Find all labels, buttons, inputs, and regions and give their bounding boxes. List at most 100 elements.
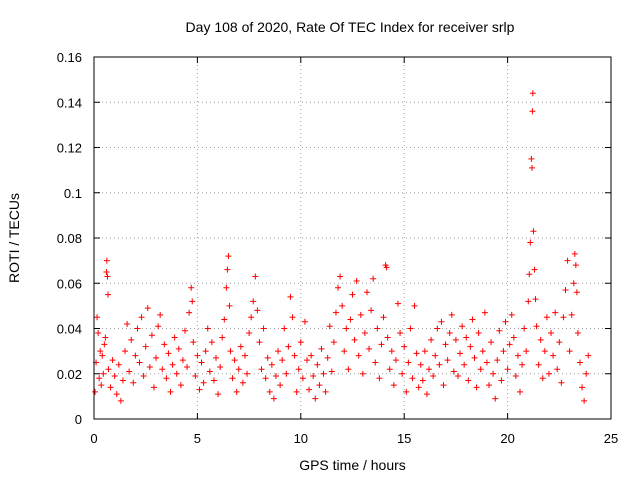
data-point xyxy=(153,354,160,361)
data-point xyxy=(554,366,561,373)
data-point xyxy=(570,280,577,287)
data-point xyxy=(530,228,537,235)
data-point xyxy=(452,336,459,343)
data-point xyxy=(419,377,426,384)
data-point xyxy=(194,352,201,359)
data-point xyxy=(126,368,133,375)
data-point xyxy=(291,352,298,359)
data-point xyxy=(229,375,236,382)
data-point xyxy=(492,395,499,402)
data-point xyxy=(104,273,111,280)
data-point xyxy=(339,302,346,309)
data-point xyxy=(512,373,519,380)
data-point xyxy=(270,395,277,402)
data-point xyxy=(101,341,108,348)
data-point xyxy=(353,277,360,284)
data-point xyxy=(122,348,129,355)
data-point xyxy=(318,345,325,352)
data-point xyxy=(585,352,592,359)
data-point xyxy=(92,388,99,395)
data-point xyxy=(421,348,428,355)
data-point xyxy=(564,257,571,264)
data-point xyxy=(399,370,406,377)
data-point xyxy=(208,339,215,346)
data-point xyxy=(528,155,535,162)
data-point xyxy=(119,377,126,384)
data-point xyxy=(226,302,233,309)
data-point xyxy=(539,375,546,382)
data-point xyxy=(281,325,288,332)
data-point xyxy=(467,343,474,350)
data-point xyxy=(124,320,131,327)
data-point xyxy=(384,334,391,341)
data-point xyxy=(196,386,203,393)
x-tick-label: 20 xyxy=(500,431,514,446)
data-point xyxy=(299,375,306,382)
data-point xyxy=(337,273,344,280)
data-point xyxy=(184,363,191,370)
data-point xyxy=(514,352,521,359)
data-point xyxy=(417,361,424,368)
data-point xyxy=(473,384,480,391)
data-point xyxy=(357,311,364,318)
data-point xyxy=(94,314,101,321)
data-point xyxy=(297,339,304,346)
data-point xyxy=(345,366,352,373)
data-point xyxy=(488,339,495,346)
data-point xyxy=(436,361,443,368)
data-point xyxy=(289,314,296,321)
data-point xyxy=(138,314,145,321)
data-point xyxy=(248,314,255,321)
data-point xyxy=(502,318,509,325)
data-point xyxy=(310,373,317,380)
data-point xyxy=(571,250,578,257)
data-point xyxy=(107,384,114,391)
data-point xyxy=(403,388,410,395)
data-point xyxy=(409,375,416,382)
data-point xyxy=(256,339,263,346)
data-point xyxy=(566,348,573,355)
data-point xyxy=(579,384,586,391)
data-point xyxy=(543,314,550,321)
data-point xyxy=(277,382,284,389)
data-point xyxy=(117,397,124,404)
data-point xyxy=(366,345,373,352)
data-point xyxy=(583,370,590,377)
data-point xyxy=(465,377,472,384)
data-point xyxy=(383,264,390,271)
data-point xyxy=(438,318,445,325)
data-point xyxy=(550,352,557,359)
data-point xyxy=(103,257,110,264)
data-point xyxy=(521,325,528,332)
data-point xyxy=(136,359,143,366)
data-point xyxy=(407,325,414,332)
data-point xyxy=(341,348,348,355)
data-point xyxy=(179,357,186,364)
data-point xyxy=(159,366,166,373)
data-point xyxy=(175,345,182,352)
data-point xyxy=(374,325,381,332)
data-point xyxy=(532,296,539,303)
data-point xyxy=(215,391,222,398)
data-point xyxy=(204,325,211,332)
data-point xyxy=(440,382,447,389)
data-point xyxy=(526,271,533,278)
data-point xyxy=(498,377,505,384)
data-point xyxy=(190,339,197,346)
data-points xyxy=(92,90,592,404)
data-point xyxy=(405,359,412,366)
data-point xyxy=(519,361,526,368)
data-point xyxy=(562,287,569,294)
data-point xyxy=(189,298,196,305)
data-point xyxy=(349,291,356,298)
data-point xyxy=(378,341,385,348)
data-point xyxy=(98,382,105,389)
data-point xyxy=(490,370,497,377)
data-point xyxy=(560,314,567,321)
data-point xyxy=(132,352,139,359)
data-point xyxy=(380,314,387,321)
data-point xyxy=(171,334,178,341)
data-point xyxy=(144,305,151,312)
data-point xyxy=(241,352,248,359)
data-point xyxy=(225,253,232,260)
